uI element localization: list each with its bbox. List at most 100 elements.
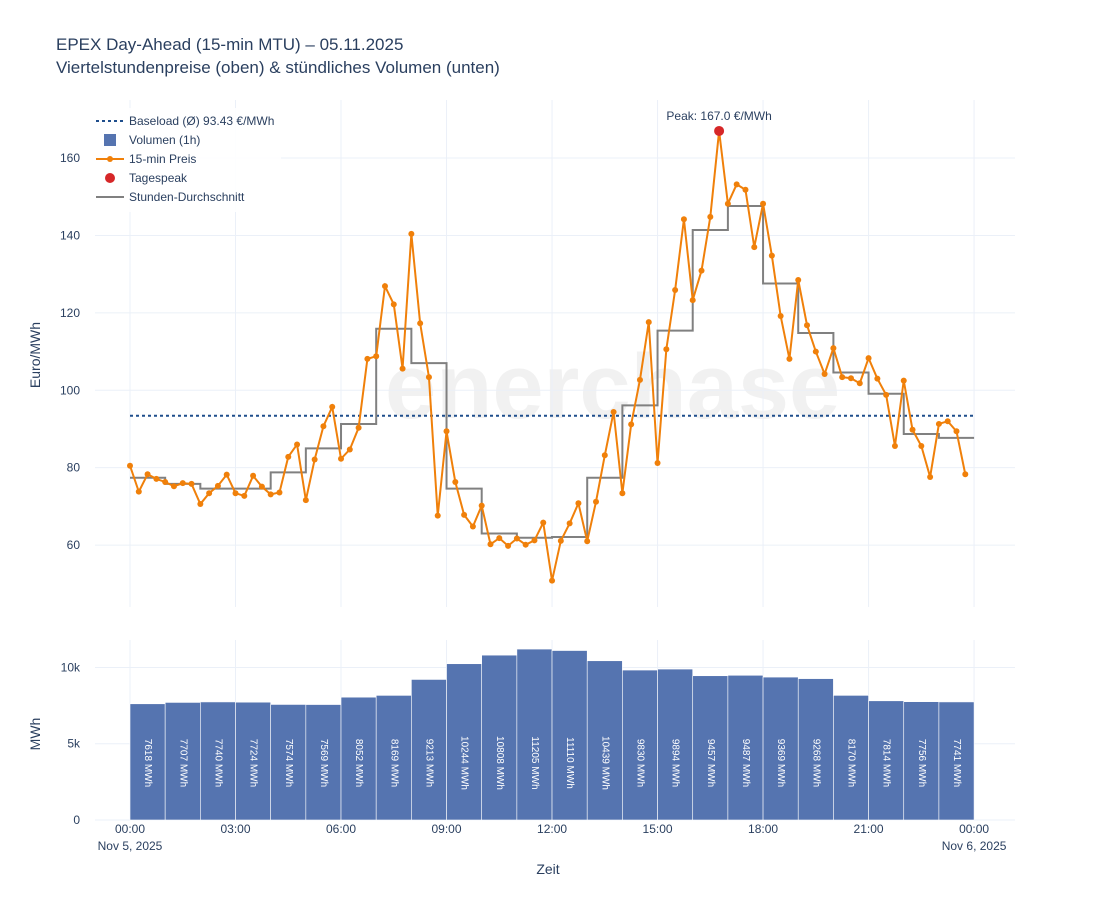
price-point[interactable] — [267, 491, 274, 498]
price-point[interactable] — [144, 471, 151, 478]
price-point[interactable] — [206, 490, 213, 497]
price-point[interactable] — [909, 426, 916, 433]
price-point[interactable] — [953, 428, 960, 435]
price-point[interactable] — [408, 230, 415, 237]
volume-bar[interactable] — [446, 663, 482, 821]
price-point[interactable] — [707, 213, 714, 220]
price-point[interactable] — [821, 371, 828, 378]
price-point[interactable] — [628, 421, 635, 428]
price-point[interactable] — [135, 488, 142, 495]
price-point[interactable] — [478, 502, 485, 509]
price-point[interactable] — [522, 541, 529, 548]
price-point[interactable] — [320, 423, 327, 430]
price-point[interactable] — [874, 375, 881, 382]
volume-bar[interactable] — [305, 704, 342, 821]
price-point[interactable] — [153, 475, 160, 482]
price-point[interactable] — [338, 455, 345, 462]
price-point[interactable] — [294, 441, 301, 448]
volume-bar[interactable] — [692, 675, 729, 821]
price-point[interactable] — [496, 535, 503, 542]
price-point[interactable] — [276, 489, 283, 496]
price-point[interactable] — [944, 418, 951, 425]
price-point[interactable] — [452, 478, 459, 485]
volume-bar[interactable] — [200, 701, 236, 821]
price-point[interactable] — [557, 537, 564, 544]
price-point[interactable] — [258, 483, 265, 490]
price-point[interactable] — [645, 319, 652, 326]
price-point[interactable] — [417, 320, 424, 327]
volume-bar[interactable] — [868, 700, 905, 821]
volume-bar[interactable] — [340, 696, 377, 821]
legend[interactable]: Baseload (Ø) 93.43 €/MWh Volumen (1h) 15-m… — [88, 108, 281, 212]
volume-bar[interactable] — [657, 668, 694, 821]
volume-bar[interactable] — [551, 650, 588, 821]
price-point[interactable] — [593, 498, 600, 505]
price-point[interactable] — [285, 453, 292, 460]
price-point[interactable] — [724, 200, 731, 207]
price-point[interactable] — [619, 490, 626, 497]
price-point[interactable] — [346, 446, 353, 453]
price-point[interactable] — [839, 374, 846, 381]
price-point[interactable] — [733, 181, 740, 188]
price-point[interactable] — [540, 519, 547, 526]
price-point[interactable] — [311, 456, 318, 463]
price-point[interactable] — [188, 480, 195, 487]
price-point[interactable] — [179, 480, 186, 487]
price-point[interactable] — [214, 482, 221, 489]
price-point[interactable] — [399, 365, 406, 372]
price-point[interactable] — [900, 377, 907, 384]
volume-bar[interactable] — [903, 701, 940, 821]
price-point[interactable] — [197, 501, 204, 508]
price-point[interactable] — [232, 490, 239, 497]
price-point[interactable] — [610, 408, 617, 415]
price-point[interactable] — [847, 375, 854, 382]
price-point[interactable] — [434, 512, 441, 519]
price-point[interactable] — [127, 462, 133, 469]
price-point[interactable] — [425, 374, 432, 381]
price-point[interactable] — [381, 283, 388, 290]
volume-bar[interactable] — [586, 660, 623, 821]
price-point[interactable] — [804, 322, 811, 329]
price-point[interactable] — [812, 348, 819, 355]
volume-bar[interactable] — [938, 701, 975, 821]
price-point[interactable] — [777, 312, 784, 319]
price-point[interactable] — [856, 380, 863, 387]
volume-bar[interactable] — [411, 679, 447, 821]
price-point[interactable] — [373, 353, 380, 360]
price-point[interactable] — [636, 376, 643, 383]
price-point[interactable] — [549, 577, 556, 584]
volume-bar[interactable] — [797, 678, 834, 821]
price-point[interactable] — [584, 538, 591, 545]
volume-bar[interactable] — [622, 669, 658, 821]
price-point[interactable] — [663, 346, 670, 353]
price-point[interactable] — [241, 492, 248, 499]
price-point[interactable] — [329, 403, 336, 410]
price-point[interactable] — [935, 420, 942, 427]
price-point[interactable] — [865, 355, 872, 362]
price-point[interactable] — [355, 424, 362, 431]
price-point[interactable] — [461, 511, 468, 518]
price-point[interactable] — [601, 452, 608, 459]
volume-bar[interactable] — [129, 703, 166, 821]
volume-bar[interactable] — [516, 648, 553, 821]
volume-bar[interactable] — [727, 674, 764, 821]
price-point[interactable] — [390, 301, 397, 308]
price-point[interactable] — [170, 483, 177, 490]
price-point[interactable] — [768, 252, 775, 259]
price-point[interactable] — [786, 355, 793, 362]
price-point[interactable] — [513, 535, 520, 542]
volume-bar[interactable] — [270, 704, 307, 821]
price-point[interactable] — [250, 472, 257, 479]
price-point[interactable] — [918, 442, 925, 449]
price-point[interactable] — [531, 537, 538, 544]
volume-bar[interactable] — [481, 654, 518, 821]
price-point[interactable] — [883, 391, 890, 398]
price-point[interactable] — [689, 297, 696, 304]
price-point[interactable] — [962, 471, 969, 478]
price-point[interactable] — [795, 276, 802, 283]
price-point[interactable] — [223, 471, 230, 478]
price-point[interactable] — [654, 460, 661, 467]
price-point[interactable] — [830, 345, 837, 352]
volume-bar[interactable] — [164, 702, 201, 821]
price-point[interactable] — [680, 216, 687, 223]
